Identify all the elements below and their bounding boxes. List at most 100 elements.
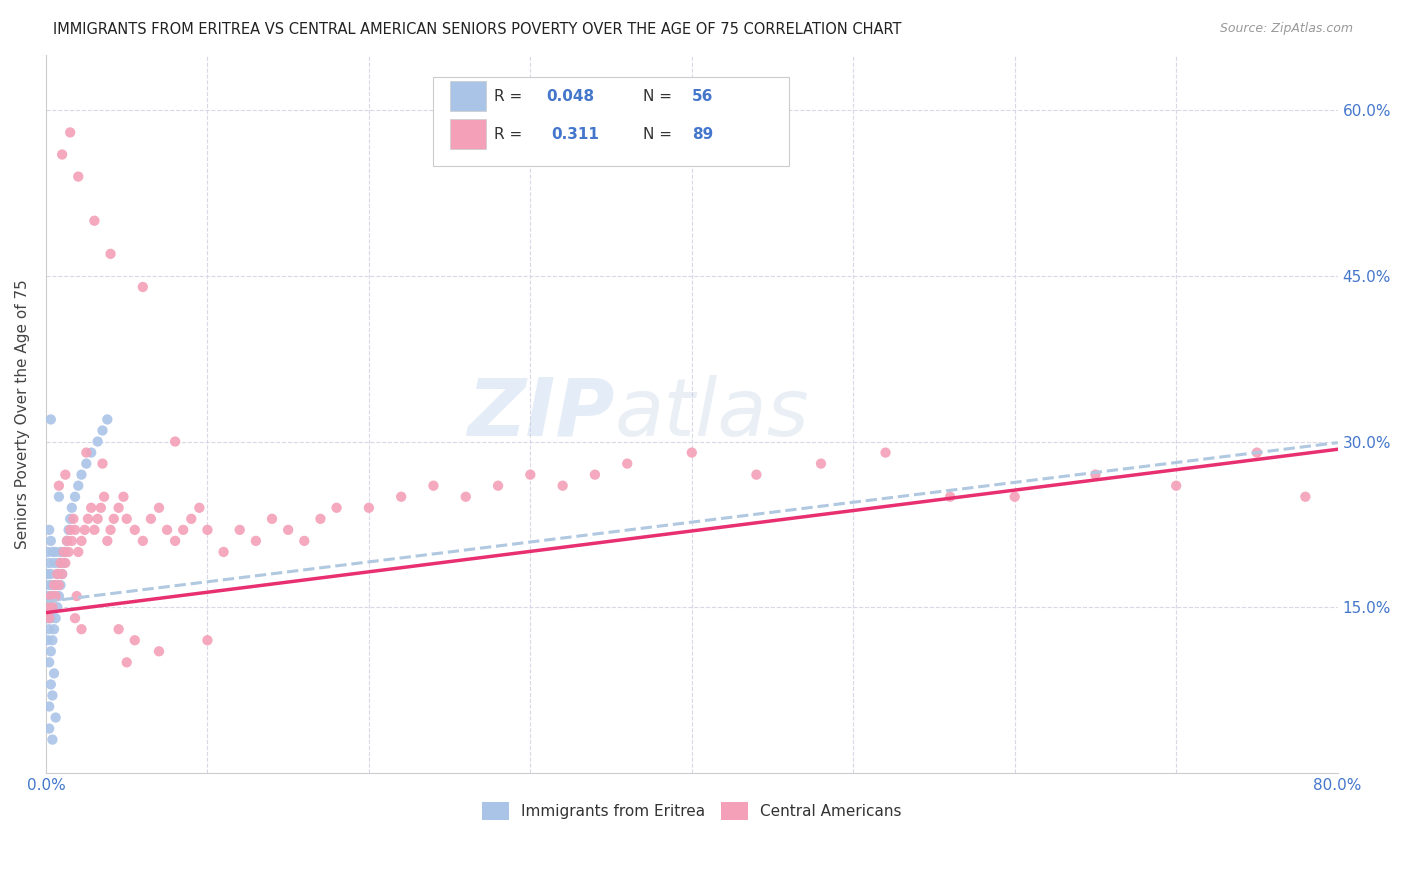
FancyBboxPatch shape	[450, 81, 486, 112]
Point	[91, 424, 114, 438]
Point	[1166, 479, 1188, 493]
Point	[67, 545, 90, 559]
Point	[38, 600, 60, 615]
Point	[93, 490, 115, 504]
Point	[90, 500, 112, 515]
Point	[681, 445, 703, 459]
Point	[309, 512, 332, 526]
Point	[39, 589, 62, 603]
Point	[357, 500, 380, 515]
Point	[37, 545, 59, 559]
Point	[63, 523, 86, 537]
Point	[48, 589, 70, 603]
Text: 56: 56	[692, 88, 713, 103]
Point	[42, 622, 65, 636]
Point	[38, 523, 60, 537]
Point	[53, 545, 76, 559]
Point	[83, 523, 105, 537]
Point	[49, 578, 72, 592]
Point	[165, 533, 187, 548]
Text: R =: R =	[494, 88, 527, 103]
Point	[41, 545, 63, 559]
Point	[41, 732, 63, 747]
Point	[107, 500, 129, 515]
Text: 89: 89	[692, 127, 713, 142]
Point	[42, 666, 65, 681]
Point	[96, 412, 118, 426]
FancyBboxPatch shape	[433, 77, 789, 167]
Point	[583, 467, 606, 482]
Point	[62, 512, 84, 526]
Point	[37, 567, 59, 582]
Point	[70, 467, 93, 482]
Point	[70, 622, 93, 636]
Point	[52, 556, 75, 570]
Point	[41, 600, 63, 615]
Point	[486, 479, 509, 493]
Point	[132, 280, 155, 294]
Point	[49, 556, 72, 570]
Point	[48, 578, 70, 592]
Point	[56, 533, 79, 548]
Point	[70, 533, 93, 548]
Point	[45, 611, 67, 625]
Point	[148, 644, 170, 658]
Point	[38, 578, 60, 592]
Point	[59, 512, 82, 526]
Point	[67, 169, 90, 184]
Point	[39, 412, 62, 426]
Point	[48, 490, 70, 504]
Point	[48, 479, 70, 493]
Point	[132, 533, 155, 548]
Point	[810, 457, 832, 471]
Point	[156, 523, 179, 537]
Point	[63, 611, 86, 625]
Point	[228, 523, 250, 537]
Point	[59, 125, 82, 139]
Point	[45, 578, 67, 592]
Point	[124, 633, 146, 648]
Point	[45, 589, 67, 603]
Point	[39, 677, 62, 691]
Point	[197, 523, 219, 537]
Point	[37, 600, 59, 615]
Point	[73, 523, 96, 537]
Text: ZIP: ZIP	[467, 375, 614, 453]
Point	[115, 512, 138, 526]
Point	[42, 556, 65, 570]
Point	[38, 699, 60, 714]
Point	[37, 611, 59, 625]
Point	[37, 633, 59, 648]
Point	[745, 467, 768, 482]
Point	[42, 578, 65, 592]
Point	[245, 533, 267, 548]
Point	[124, 523, 146, 537]
Point	[83, 213, 105, 227]
Point	[39, 533, 62, 548]
Point	[58, 545, 80, 559]
Point	[80, 445, 103, 459]
Point	[48, 556, 70, 570]
Point	[1294, 490, 1316, 504]
Point	[39, 589, 62, 603]
Point	[39, 611, 62, 625]
Point	[66, 589, 89, 603]
Point	[139, 512, 162, 526]
Point	[75, 445, 97, 459]
Point	[551, 479, 574, 493]
Text: IMMIGRANTS FROM ERITREA VS CENTRAL AMERICAN SENIORS POVERTY OVER THE AGE OF 75 C: IMMIGRANTS FROM ERITREA VS CENTRAL AMERI…	[53, 22, 901, 37]
Point	[53, 556, 76, 570]
Point	[38, 622, 60, 636]
Point	[422, 479, 444, 493]
Point	[875, 445, 897, 459]
Point	[41, 600, 63, 615]
Point	[260, 512, 283, 526]
Point	[86, 512, 108, 526]
Point	[115, 656, 138, 670]
Point	[45, 710, 67, 724]
Point	[180, 512, 202, 526]
Point	[42, 589, 65, 603]
Point	[37, 589, 59, 603]
Point	[1004, 490, 1026, 504]
Point	[60, 500, 83, 515]
